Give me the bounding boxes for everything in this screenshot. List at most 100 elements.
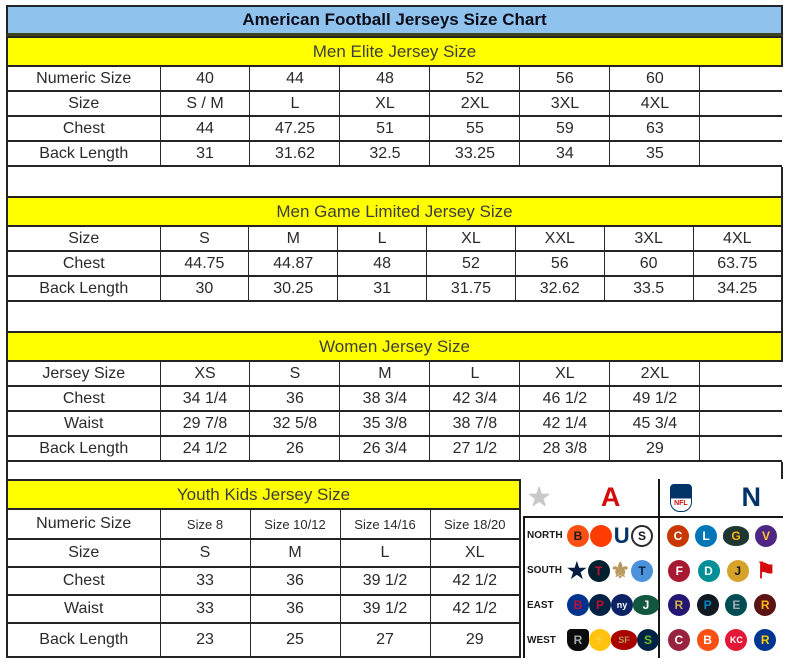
nfl-starburst-icon: ★ (527, 482, 552, 512)
cell: L (337, 225, 428, 252)
afc-logo-icon: A (600, 482, 621, 512)
eagles-logo-icon: E (725, 594, 748, 617)
cell (699, 140, 782, 167)
conference-logos-row: ★ A NFL N (523, 479, 783, 516)
cell: 34.25 (692, 275, 783, 302)
seahawks-logo-icon: S (637, 629, 659, 652)
cell: 38 3/4 (339, 385, 431, 412)
conference-divider-line (658, 479, 660, 658)
cell: 38 7/8 (429, 410, 521, 437)
section-title: Women Jersey Size (6, 331, 783, 362)
cell: 39 1/2 (339, 594, 431, 624)
buccaneers-logo-icon: ⚑ (756, 557, 776, 583)
cell: M (248, 225, 339, 252)
division-row: SOUTH ★ T ⚜ T F D J ⚑ (525, 554, 783, 588)
cell: 33.25 (429, 140, 521, 167)
cell: 51 (339, 115, 431, 142)
table-row: Waist 29 7/8 32 5/8 35 3/8 38 7/8 42 1/4 45 3/… (6, 410, 782, 437)
cell: 55 (429, 115, 521, 142)
vikings-logo-icon: V (755, 524, 777, 547)
row-label: Numeric Size (6, 508, 161, 540)
cell: 33 (159, 566, 251, 596)
row-label: Chest (6, 385, 161, 412)
division-label: WEST (527, 634, 556, 646)
cell: Size 10/12 (249, 508, 341, 540)
division-row: WEST R ⚡ SF S C B KC R (525, 623, 783, 657)
cell: 63.75 (692, 250, 783, 277)
cell: 30.25 (248, 275, 339, 302)
cell: 25 (249, 622, 341, 658)
cell: 26 (249, 435, 341, 462)
cell: 42 1/2 (429, 594, 521, 624)
cell: 30 (159, 275, 250, 302)
patriots-logo-icon: P (589, 594, 611, 617)
cell (699, 360, 782, 387)
cell: 44 (159, 115, 251, 142)
men-elite-table-slot: Men Elite Jersey Size Numeric Size 40 44 48 5… (6, 36, 783, 167)
row-label: Back Length (6, 275, 161, 302)
cell: S (159, 538, 251, 568)
cell: 3XL (603, 225, 694, 252)
cell: 56 (514, 250, 605, 277)
section-gap (6, 302, 783, 331)
bills-logo-icon: B (567, 594, 589, 617)
cell: 42 3/4 (429, 385, 521, 412)
nfc-logo-icon: N (741, 482, 762, 512)
section-header-row: Men Elite Jersey Size (6, 36, 783, 67)
table-row: Numeric Size Size 8 Size 10/12 Size 14/16 Si… (6, 508, 521, 540)
cell: 29 (429, 622, 521, 658)
cell: L (429, 360, 521, 387)
nfc-team-group: C B KC R (658, 629, 783, 652)
cell: 29 (609, 435, 701, 462)
size-table: Women Jersey Size Jersey Size XS S M L XL 2XL Ch… (6, 331, 783, 462)
cell: 32 5/8 (249, 410, 341, 437)
table-row: Chest 44.75 44.87 48 52 56 60 63.75 (6, 250, 783, 277)
cell: 44 (249, 65, 341, 92)
jaguars-logo-icon: J (726, 559, 749, 582)
division-label: SOUTH (527, 565, 562, 577)
nfl-shield-text: NFL (674, 499, 688, 507)
cell: XL (339, 90, 431, 117)
row-label: Size (6, 225, 161, 252)
cell: XL (426, 225, 516, 252)
cell: XXL (514, 225, 605, 252)
cell: 35 (609, 140, 701, 167)
cell: 35 3/8 (339, 410, 431, 437)
table-row: Back Length 24 1/2 26 26 3/4 27 1/2 28 3/8 29 (6, 435, 782, 462)
cell: XS (159, 360, 251, 387)
redskins-logo-icon: R (754, 594, 777, 617)
table-row: Size S / M L XL 2XL 3XL 4XL (6, 90, 782, 117)
cell (699, 410, 782, 437)
cell: S / M (159, 90, 251, 117)
table-row: Chest 33 36 39 1/2 42 1/2 (6, 566, 521, 596)
cell: 42 1/2 (429, 566, 521, 596)
cell: 40 (159, 65, 251, 92)
cell: 52 (426, 250, 516, 277)
cell: 49 1/2 (609, 385, 701, 412)
lions-logo-icon: L (695, 524, 717, 547)
cell: 4XL (692, 225, 783, 252)
cell: 60 (603, 250, 694, 277)
cell: 33 (159, 594, 251, 624)
cell: 28 3/8 (519, 435, 611, 462)
cell: 33.5 (603, 275, 694, 302)
section-gap (6, 462, 783, 479)
cell: 39 1/2 (339, 566, 431, 596)
cell: 29 7/8 (159, 410, 251, 437)
division-label: EAST (527, 599, 554, 611)
table-row: Waist 33 36 39 1/2 42 1/2 (6, 594, 521, 624)
ravens-logo-icon: R (667, 594, 690, 617)
row-label: Size (6, 538, 161, 568)
table-row: Back Length 23 25 27 29 (6, 622, 521, 658)
division-label: NORTH (527, 530, 563, 542)
section-title: Men Elite Jersey Size (6, 36, 783, 67)
size-chart-page: American Football Jerseys Size Chart Men… (6, 5, 783, 658)
cell (699, 65, 782, 92)
rams-logo-icon: R (754, 629, 777, 652)
panthers-logo-icon: P (696, 594, 719, 617)
page-title: American Football Jerseys Size Chart (6, 5, 783, 36)
